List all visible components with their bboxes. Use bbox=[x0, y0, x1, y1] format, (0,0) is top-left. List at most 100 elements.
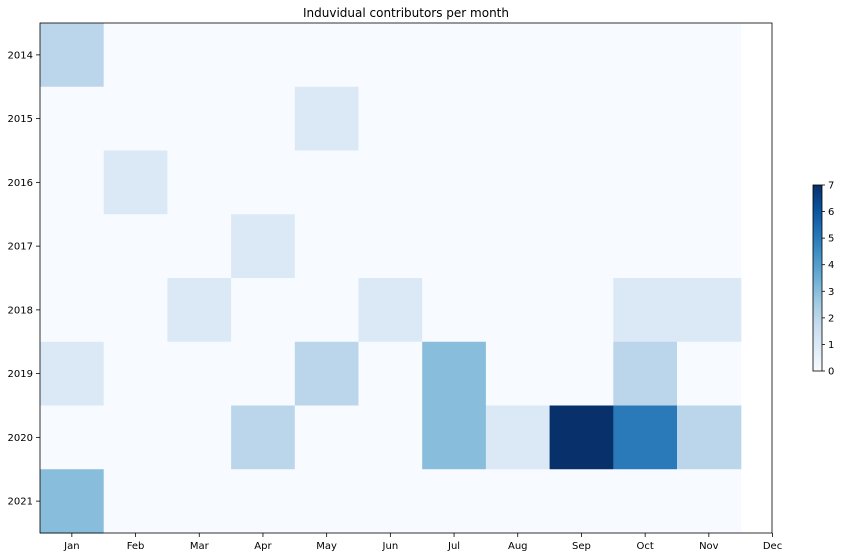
y-tick-label: 2021 bbox=[8, 497, 33, 508]
colorbar-tick-label: 6 bbox=[828, 207, 834, 218]
heatmap-cell bbox=[613, 23, 678, 88]
colorbar-tick-label: 0 bbox=[828, 367, 834, 378]
y-tick-label: 2017 bbox=[8, 242, 33, 253]
heatmap-cell bbox=[485, 150, 551, 215]
heatmap-cell bbox=[549, 23, 614, 88]
heatmap-cell bbox=[613, 150, 678, 215]
heatmap-cell bbox=[231, 278, 296, 343]
colorbar-tick-label: 4 bbox=[828, 260, 834, 271]
heatmap-cell bbox=[40, 23, 105, 88]
x-tick-label: Aug bbox=[508, 541, 528, 552]
x-tick-label: Jun bbox=[382, 541, 399, 552]
heatmap-cell bbox=[40, 469, 105, 534]
y-tick-label: 2015 bbox=[8, 114, 33, 125]
heatmap-cell bbox=[294, 341, 360, 407]
heatmap-cell bbox=[677, 23, 742, 88]
heatmap-cell bbox=[677, 278, 742, 343]
heatmap-cell bbox=[613, 405, 678, 470]
heatmap-cell bbox=[231, 23, 296, 88]
y-tick-label: 2016 bbox=[8, 178, 33, 189]
heatmap-cell bbox=[358, 469, 423, 534]
x-tick-label: Jan bbox=[63, 541, 79, 552]
x-tick-label: Apr bbox=[254, 541, 272, 552]
heatmap-cell bbox=[40, 278, 105, 343]
y-axis: 2014 2015 2016 2017 2018 2019 2020 2021 bbox=[8, 50, 40, 508]
heatmap-cell bbox=[231, 150, 296, 215]
heatmap-cell bbox=[677, 86, 742, 152]
heatmap-cell bbox=[549, 150, 614, 215]
heatmap-cell bbox=[103, 150, 168, 215]
heatmap-cell bbox=[231, 214, 296, 279]
heatmap-cell bbox=[40, 86, 105, 152]
heatmap-cell bbox=[103, 86, 168, 152]
heatmap-cell bbox=[422, 405, 487, 470]
y-tick-label: 2018 bbox=[8, 305, 33, 316]
heatmap-cell bbox=[613, 341, 678, 407]
heatmap-cell bbox=[40, 150, 105, 215]
heatmap-cell bbox=[294, 278, 360, 343]
heatmap-cell bbox=[167, 278, 232, 343]
heatmap-cell bbox=[358, 278, 423, 343]
y-tick-label: 2019 bbox=[8, 369, 33, 380]
x-tick-label: Feb bbox=[127, 541, 145, 552]
colorbar-tick-label: 2 bbox=[828, 313, 834, 324]
heatmap-cell bbox=[485, 23, 551, 88]
heatmap-cell bbox=[549, 214, 614, 279]
heatmap-cell bbox=[167, 469, 232, 534]
x-tick-label: Dec bbox=[763, 541, 782, 552]
colorbar-tick-label: 1 bbox=[828, 340, 834, 351]
heatmap-cell bbox=[294, 469, 360, 534]
heatmap-cell bbox=[422, 86, 487, 152]
colorbar: 0 1 2 3 4 5 6 7 bbox=[812, 181, 834, 378]
heatmap-cell bbox=[40, 214, 105, 279]
heatmap-cell bbox=[485, 278, 551, 343]
x-tick-label: Jul bbox=[447, 541, 460, 552]
heatmap-cell bbox=[103, 341, 168, 407]
colorbar-tick-label: 7 bbox=[828, 181, 834, 192]
plot-area bbox=[39, 22, 773, 534]
heatmap-cell bbox=[613, 278, 678, 343]
heatmap-cell bbox=[358, 405, 423, 470]
heatmap-cell bbox=[422, 214, 487, 279]
colorbar-tick-label: 3 bbox=[828, 287, 834, 298]
y-tick-label: 2020 bbox=[8, 433, 33, 444]
heatmap-cell bbox=[231, 405, 296, 470]
x-tick-label: Nov bbox=[699, 541, 719, 552]
heatmap-cell bbox=[167, 341, 232, 407]
heatmap-cell bbox=[358, 23, 423, 88]
heatmap-cell bbox=[231, 469, 296, 534]
heatmap-cell bbox=[677, 469, 742, 534]
heatmap-cell bbox=[677, 405, 742, 470]
x-tick-label: Sep bbox=[572, 541, 591, 552]
heatmap-cell bbox=[294, 214, 360, 279]
heatmap-cell bbox=[613, 469, 678, 534]
heatmap-cell bbox=[613, 86, 678, 152]
heatmap-cell bbox=[167, 23, 232, 88]
heatmap-cell bbox=[40, 405, 105, 470]
x-tick-label: Mar bbox=[190, 541, 210, 552]
heatmap-cell bbox=[103, 469, 168, 534]
heatmap-cell bbox=[231, 86, 296, 152]
heatmap-cell bbox=[294, 405, 360, 470]
heatmap-cell bbox=[677, 214, 742, 279]
heatmap-cell bbox=[422, 150, 487, 215]
heatmap-cell bbox=[422, 341, 487, 407]
heatmap-cell bbox=[549, 278, 614, 343]
heatmap-cell bbox=[358, 341, 423, 407]
heatmap-cell bbox=[294, 86, 360, 152]
heatmap-cell bbox=[167, 86, 232, 152]
heatmap-cell bbox=[485, 214, 551, 279]
heatmap-cell bbox=[549, 469, 614, 534]
heatmap-cell bbox=[549, 341, 614, 407]
chart-title: Induvidual contributors per month bbox=[303, 6, 509, 20]
heatmap-cell bbox=[294, 23, 360, 88]
heatmap-cell bbox=[485, 405, 551, 470]
heatmap-cell bbox=[103, 405, 168, 470]
heatmap-cell bbox=[485, 86, 551, 152]
heatmap-cell bbox=[549, 86, 614, 152]
x-axis: Jan Feb Mar Apr May Jun Jul Aug Sep Oct Nov Dec bbox=[63, 533, 782, 552]
heatmap-cell bbox=[485, 469, 551, 534]
colorbar-scale bbox=[812, 184, 823, 372]
heatmap-cell bbox=[167, 214, 232, 279]
